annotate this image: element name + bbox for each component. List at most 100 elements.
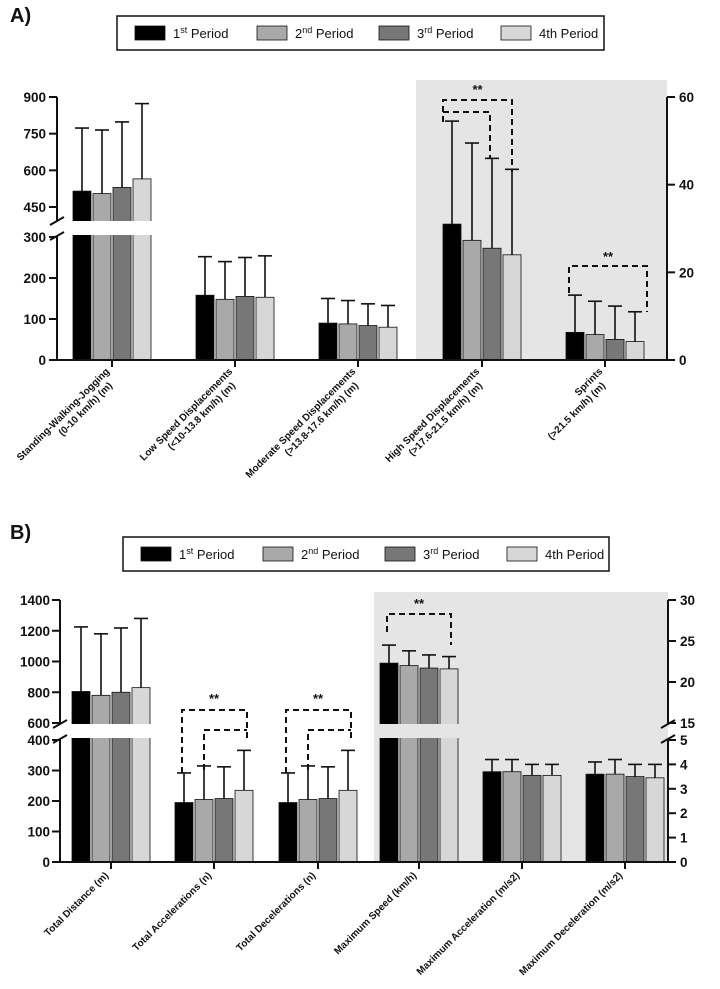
bar-b-2-2 — [298, 799, 318, 863]
tick-label-b-left: 600 — [27, 716, 50, 731]
tick-label-a-left: 100 — [23, 312, 46, 327]
axis-break-mark — [49, 216, 65, 226]
bar-a-1-2 — [215, 298, 235, 361]
legend-swatch-1 — [140, 546, 172, 562]
bar-a-2-2 — [338, 323, 358, 361]
category-label-b-3: Maximum Speed (km/h) — [332, 870, 419, 957]
bar-a-3-3 — [482, 247, 502, 361]
panel-a-label: A) — [10, 5, 31, 27]
sig-star-a-high: ** — [472, 82, 483, 97]
bar-b-3-3 — [419, 667, 439, 863]
bar-b-5-1 — [585, 773, 605, 863]
bar-b-4-2 — [502, 771, 522, 863]
legend-swatch-2 — [262, 546, 294, 562]
bar-b-0-4 — [131, 687, 151, 863]
tick-label-a-right: 40 — [679, 178, 694, 193]
legend-swatch-3 — [384, 546, 416, 562]
bar-b-5-3 — [625, 776, 645, 863]
category-label-b-0: Total Distance (m) — [43, 870, 112, 939]
tick-label-a-left: 450 — [23, 200, 46, 215]
category-label-a-4: Sprints(>21.5 km/h) (m) — [538, 366, 614, 442]
category-label-a-1: Low Speed Displacements(<10-13.8 km/h) (… — [138, 366, 244, 472]
legend-label-3: 3rd Period — [423, 546, 479, 562]
sig-bracket-b-inner-2 — [307, 729, 351, 770]
tick-label-b-right: 0 — [680, 855, 688, 870]
tick-label-b-left: 100 — [27, 825, 50, 840]
tick-label-b-right: 20 — [680, 675, 695, 690]
legend-swatch-2 — [256, 25, 288, 41]
sig-bracket-b-maxspeed — [386, 613, 452, 645]
bar-a-4-3 — [605, 338, 625, 361]
tick-label-b-right: 3 — [680, 782, 688, 797]
bar-a-2-1 — [318, 322, 338, 361]
bar-a-4-1 — [565, 331, 585, 361]
bar-b-4-1 — [482, 771, 502, 863]
legend-label-1: 1st Period — [179, 546, 234, 562]
tick-label-b-left: 200 — [27, 794, 50, 809]
tick-label-b-left: 1200 — [20, 624, 50, 639]
bar-b-5-4 — [645, 777, 665, 863]
tick-label-a-right: 60 — [679, 90, 694, 105]
sig-star-a-sprint: ** — [603, 249, 614, 264]
tick-label-b-right: 15 — [680, 716, 696, 731]
sig-bracket-a-sprint — [568, 265, 648, 312]
bar-a-2-3 — [358, 325, 378, 361]
axis-break-band-b-right — [376, 724, 466, 738]
category-label-a-3: High Speed Displacements(>17.6-21.5 km/h… — [384, 366, 491, 473]
bar-b-0-3 — [111, 691, 131, 863]
legend-label-4: 4th Period — [539, 26, 598, 41]
bar-a-4-2 — [585, 334, 605, 361]
sig-bracket-a-high-inner — [443, 111, 491, 159]
legend-label-3: 3rd Period — [417, 25, 473, 41]
category-label-b-4: Maximum Acceleration (m/s2) — [415, 870, 522, 977]
legend-swatch-3 — [378, 25, 410, 41]
category-label-b-5: Maximum Deceleration (m/s2) — [518, 870, 626, 978]
tick-label-a-right: 20 — [679, 265, 694, 280]
axis-break-band-b-left — [61, 724, 171, 738]
tick-label-b-left: 0 — [42, 855, 50, 870]
bar-a-2-4 — [378, 326, 398, 361]
tick-label-a-right: 0 — [679, 353, 687, 368]
tick-label-b-right: 1 — [680, 831, 688, 846]
legend-swatch-4 — [506, 546, 538, 562]
bar-b-0-2 — [91, 694, 111, 863]
bar-b-2-1 — [278, 802, 298, 863]
bar-b-1-2 — [194, 799, 214, 863]
sig-bracket-b-inner-1 — [203, 729, 247, 770]
tick-label-b-right: 4 — [680, 757, 688, 772]
tick-label-b-right: 25 — [680, 634, 696, 649]
bar-b-3-1 — [379, 662, 399, 863]
sig-bracket-b-outer-2 — [285, 709, 352, 773]
tick-label-b-left: 1000 — [20, 655, 50, 670]
bar-a-1-1 — [195, 294, 215, 361]
bar-b-1-3 — [214, 798, 234, 863]
legend-label-2: 2nd Period — [301, 546, 359, 562]
bar-b-1-1 — [174, 802, 194, 863]
tick-label-b-right: 30 — [680, 593, 695, 608]
legend-label-1: 1st Period — [173, 25, 228, 41]
legend-swatch-1 — [134, 25, 166, 41]
tick-label-b-right: 2 — [680, 806, 688, 821]
bar-b-0-1 — [71, 691, 91, 863]
bar-b-1-4 — [234, 789, 254, 863]
tick-label-b-left: 800 — [27, 685, 50, 700]
tick-label-a-left: 0 — [38, 353, 46, 368]
tick-label-b-left: 300 — [27, 764, 50, 779]
category-label-b-1: Total Accelerations (n) — [131, 870, 214, 953]
category-label-a-0: Standing-Walking-Jogging(0-10 km/h) (m) — [15, 366, 121, 472]
bar-b-2-3 — [318, 798, 338, 863]
bar-a-0-3 — [112, 187, 132, 361]
tick-label-a-left: 750 — [23, 127, 46, 142]
bar-b-4-3 — [522, 774, 542, 863]
panel-b-label: B) — [10, 522, 31, 544]
bar-b-3-4 — [439, 668, 459, 863]
bar-a-3-2 — [462, 239, 482, 361]
bar-a-3-4 — [502, 254, 522, 361]
bar-b-2-4 — [338, 789, 358, 863]
bar-a-0-4 — [132, 178, 152, 361]
bar-a-1-4 — [255, 296, 275, 361]
category-label-b-2: Total Decelerations (n) — [235, 870, 318, 953]
category-label-a-2: Moderate Speed Displacements(>13.8-17.6 … — [244, 366, 367, 489]
legend-label-4: 4th Period — [545, 547, 604, 562]
